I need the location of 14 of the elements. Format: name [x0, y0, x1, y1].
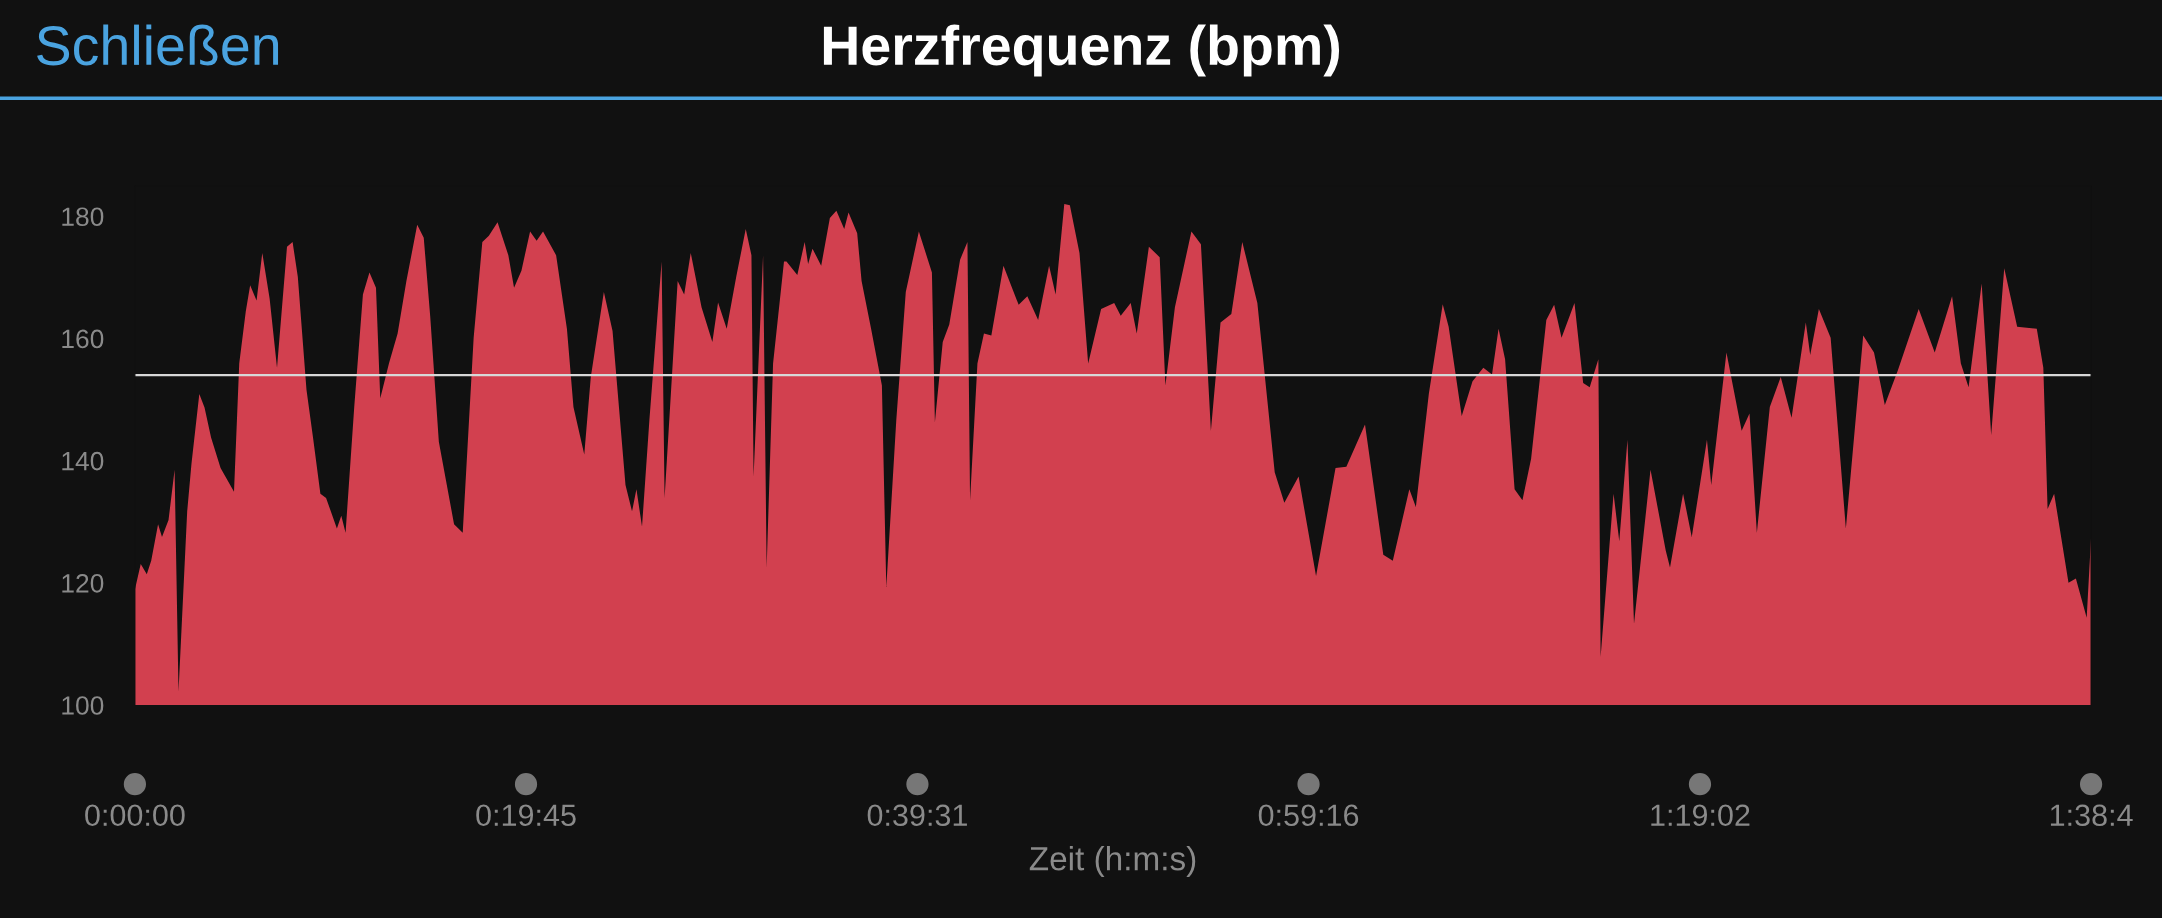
y-tick-label: 160	[62, 329, 104, 349]
x-axis-title: Zeit (h:m:s)	[1029, 846, 1196, 878]
x-tick-label: 1:38:4	[2050, 804, 2133, 827]
y-tick-label: 100	[62, 696, 104, 715]
y-tick-label: 120	[62, 573, 104, 593]
text: Schließen	[37, 24, 279, 66]
x-tick-label: 0:39:31	[867, 804, 967, 827]
chart-title: Herzfrequenz (bpm)	[823, 24, 1340, 77]
y-tick-label: 180	[62, 207, 104, 227]
x-tick-label: 0:59:16	[1258, 804, 1359, 827]
x-tick-label: 1:19:02	[1651, 804, 1750, 827]
x-tick-label: 0:19:45	[476, 804, 576, 827]
x-tick-label: 0:00:00	[85, 804, 185, 827]
y-tick-label: 140	[62, 451, 104, 471]
